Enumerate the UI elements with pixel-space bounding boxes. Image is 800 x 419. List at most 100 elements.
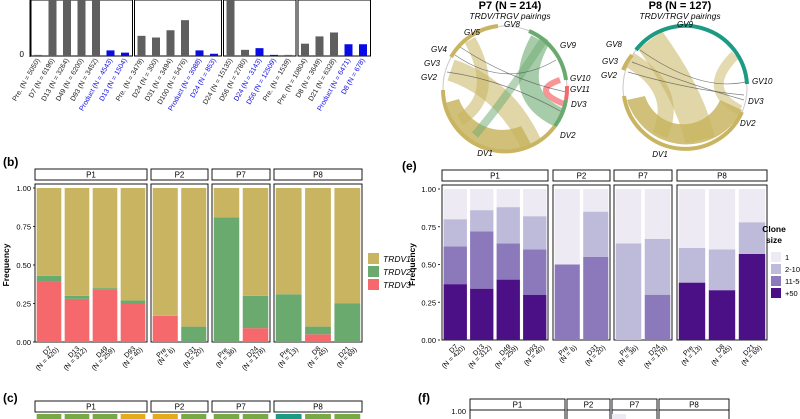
panel-f-partial: P1 P2 P7 P8 1.00 <box>451 398 730 419</box>
chord-p8-label: GV2 <box>601 71 618 80</box>
panel-a-bar <box>255 48 264 56</box>
y-tick-label: 0.00 <box>16 338 31 347</box>
bar-segment-trdv1 <box>120 188 146 301</box>
chord-p8-label: DV2 <box>740 119 756 128</box>
chord-p7-arc-dv3 <box>564 85 570 101</box>
facet-strip <box>150 400 209 413</box>
facet-label: P7 <box>236 403 246 412</box>
panel-a-bar <box>301 43 309 56</box>
chord-p7-label: GV8 <box>504 20 521 29</box>
y-tick-label: 0.25 <box>421 298 436 307</box>
chord-p7-arc-dv1 <box>441 89 557 154</box>
panel-a-bar <box>359 44 367 56</box>
y-axis-label: Frequency <box>407 243 417 286</box>
facet-label: P1 <box>86 403 96 412</box>
chord-p8-label: DV1 <box>652 150 668 159</box>
bar-segment-trdv3 <box>152 315 178 342</box>
panel-a-y-tick: 0 <box>20 50 25 59</box>
bar-segment-trdv2 <box>36 275 62 282</box>
panel-label-c: (c) <box>3 391 18 405</box>
bar-segment-trdv1 <box>181 188 207 327</box>
bar-segment-trdv3 <box>36 281 62 342</box>
x-tick-label: D7 <box>448 343 459 354</box>
chord-p7-label: GV3 <box>424 59 441 68</box>
bar-segment-trdv1 <box>92 188 118 289</box>
bar-segment-s2 <box>496 207 520 244</box>
chord-p7-title: P7 (N = 214) <box>479 0 542 12</box>
y-tick-label: 1.00 <box>16 184 31 193</box>
panel-a-bar <box>106 50 115 56</box>
panel-label-e: (e) <box>402 159 417 173</box>
chord-p8-arc-gv8 <box>621 53 634 71</box>
bar-segment-trdv2 <box>64 295 90 299</box>
facet-strip <box>211 400 271 413</box>
panel-c-bar-top <box>36 414 62 419</box>
bar-segment-s11 <box>470 231 494 289</box>
panel-a-bar <box>121 52 129 56</box>
bar-segment-s11 <box>496 243 520 280</box>
bar-segment-s1 <box>644 189 671 239</box>
chord-diagram-p8: P8 (N = 127) TRDV/TRGV pairings GV9 GV8 … <box>601 0 773 159</box>
bar-segment-trdv3 <box>120 303 146 342</box>
bar-segment-s1 <box>443 189 467 220</box>
bar-segment-trdv1 <box>305 188 331 327</box>
bar-segment-s1 <box>470 189 494 211</box>
bar-segment-trdv2 <box>120 300 146 304</box>
panel-c-bar-top <box>213 414 240 419</box>
bar-segment-trdv3 <box>92 289 118 342</box>
y-tick-label: 0.00 <box>421 336 436 345</box>
panel-c-bar-top <box>152 414 178 419</box>
x-tick-label: D8 <box>715 343 726 354</box>
panel-a-bar <box>284 54 293 56</box>
facet-strip <box>469 398 566 411</box>
bar-segment-s1 <box>738 189 766 223</box>
bar-segment-trdv3 <box>64 298 90 342</box>
x-tick-label: D8 <box>311 345 322 356</box>
legend-swatch <box>368 279 379 290</box>
chord-p8-subtitle: TRDV/TRGV pairings <box>639 11 721 21</box>
facet-label: P2 <box>577 172 587 181</box>
bar-segment-s1 <box>523 189 547 217</box>
legend-swatch <box>771 288 781 298</box>
legend-label: TRDV3 <box>383 280 411 290</box>
bar-segment-s1 <box>554 189 580 265</box>
chord-p7-label: DV2 <box>560 131 576 140</box>
facet-strip <box>34 168 148 181</box>
x-tick-label: D7 <box>42 345 53 356</box>
chord-p7-thin-link <box>459 46 567 93</box>
panel-a-bar <box>315 36 324 56</box>
panel-c-bar-top <box>64 414 90 419</box>
bar-segment-trdv1 <box>275 188 302 295</box>
y-tick-label: 1.00 <box>451 407 466 416</box>
panel-a-bar <box>241 49 249 56</box>
facet-strip <box>273 168 363 181</box>
panel-a-facet-box <box>134 0 222 57</box>
facet-strip <box>34 400 148 413</box>
bar-segment-trdv3 <box>305 334 331 342</box>
chord-p8-arc-dv1 <box>622 95 744 151</box>
chord-p8-title: P8 (N = 127) <box>649 0 712 12</box>
chord-p7-ribbon-gv5-dv1 <box>456 37 489 126</box>
y-tick-label: 0.50 <box>421 261 436 270</box>
facet-strip <box>211 168 271 181</box>
bar-segment-s50 <box>496 279 520 340</box>
legend-label: TRDV1 <box>383 254 411 264</box>
panel-c-bar-top <box>305 414 331 419</box>
y-tick-label: 0.25 <box>16 300 31 309</box>
chord-p7-label: DV1 <box>477 149 493 158</box>
panel-a-bar <box>34 54 42 56</box>
bar-segment-trdv1 <box>334 188 361 304</box>
chord-p7-ribbon-dv1 <box>445 99 531 150</box>
chord-p7-arc-dv2 <box>553 99 568 128</box>
facet-label: P1 <box>513 401 523 410</box>
panel-a-bar <box>181 20 189 56</box>
legend-swatch <box>771 264 781 274</box>
bar-segment-s1 <box>496 189 520 208</box>
chord-p8-thin-link <box>639 49 746 85</box>
facet-label: P1 <box>86 171 96 180</box>
facet-label: P8 <box>689 401 699 410</box>
panel-a-bar <box>226 0 235 56</box>
chord-p7-label: DV3 <box>571 100 587 109</box>
facet-label: P2 <box>175 171 185 180</box>
